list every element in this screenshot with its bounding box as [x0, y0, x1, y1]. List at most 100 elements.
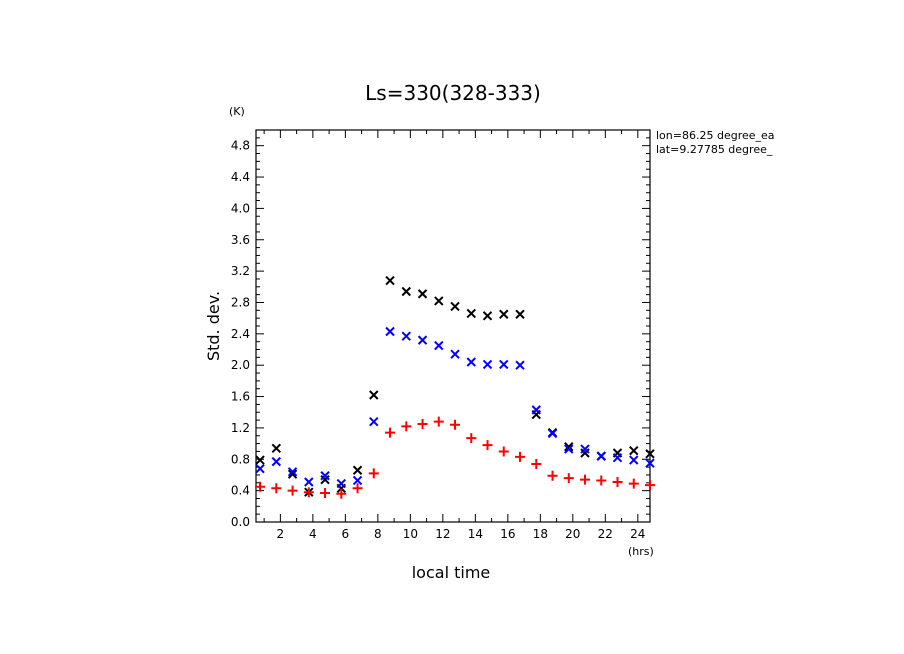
data-point	[303, 487, 314, 498]
data-point	[417, 335, 428, 345]
data-point	[352, 475, 363, 486]
data-point	[287, 469, 298, 479]
data-point	[271, 443, 282, 454]
data-point	[498, 446, 509, 457]
series-2	[255, 416, 655, 499]
data-point	[417, 419, 428, 429]
data-point	[368, 468, 379, 479]
x-axis-unit: (hrs)	[628, 545, 654, 558]
data-point	[547, 470, 558, 481]
data-point	[596, 451, 606, 461]
data-point	[336, 488, 347, 499]
data-point	[401, 421, 412, 432]
y-tick-label: 2.4	[231, 327, 250, 341]
data-point	[287, 485, 298, 496]
data-point	[401, 331, 411, 341]
y-tick-label: 0.4	[231, 484, 250, 498]
data-point	[645, 458, 655, 468]
data-point	[369, 390, 379, 400]
data-point	[466, 308, 476, 319]
y-tick-label: 3.2	[231, 264, 250, 278]
x-tick-label: 14	[468, 527, 483, 541]
x-tick-label: 2	[277, 527, 285, 541]
y-tick-label: 2.0	[231, 358, 250, 372]
data-point	[580, 444, 590, 454]
x-tick-label: 10	[403, 527, 418, 541]
annotation-lon: lon=86.25 degree_ea	[656, 129, 775, 142]
y-tick-label: 4.8	[231, 139, 250, 153]
data-point	[271, 483, 282, 494]
data-point	[450, 301, 460, 312]
x-tick-label: 8	[374, 527, 382, 541]
data-point	[645, 480, 655, 491]
axis-tick-labels: 2 4 6 8 10 12 14 16 18 20 22 240.00.40.81.21.62.02.…	[231, 139, 646, 541]
plot-frame	[255, 129, 651, 523]
data-point	[385, 275, 395, 286]
data-point	[645, 449, 655, 459]
data-point	[433, 416, 444, 427]
y-tick-label: 0.0	[231, 515, 250, 529]
x-tick-label: 18	[533, 527, 548, 541]
data-point	[629, 445, 639, 456]
data-markers	[255, 275, 655, 499]
y-tick-label: 0.8	[231, 452, 250, 466]
data-point	[466, 357, 476, 367]
data-point	[320, 471, 330, 481]
data-point	[612, 453, 623, 463]
data-point	[612, 477, 623, 488]
y-tick-label: 3.6	[231, 233, 250, 247]
data-point	[434, 296, 444, 306]
x-tick-label: 4	[309, 527, 317, 541]
data-point	[450, 349, 460, 359]
x-tick-label: 22	[598, 527, 613, 541]
data-point	[515, 451, 526, 462]
data-point	[531, 458, 542, 469]
data-point	[515, 360, 525, 370]
data-point	[352, 465, 363, 475]
annotation-lat: lat=9.27785 degree_	[656, 143, 773, 156]
series-0	[255, 275, 655, 497]
data-point	[320, 487, 331, 498]
y-tick-label: 1.2	[231, 421, 250, 435]
y-tick-label: 1.6	[231, 390, 250, 404]
y-tick-label: 2.8	[231, 295, 250, 309]
data-point	[255, 463, 265, 474]
data-point	[580, 474, 591, 485]
data-point	[482, 311, 493, 321]
x-axis-label: local time	[412, 563, 491, 582]
x-tick-label: 20	[565, 527, 580, 541]
data-point	[629, 455, 639, 465]
data-point	[417, 289, 428, 299]
data-point	[564, 444, 574, 454]
data-point	[482, 440, 493, 451]
data-point	[385, 427, 396, 438]
data-point	[547, 428, 558, 439]
data-point	[564, 442, 574, 452]
data-point	[369, 416, 379, 427]
data-point	[628, 478, 639, 489]
data-point	[499, 359, 509, 370]
y-axis-label: Std. dev.	[204, 291, 223, 361]
y-axis-unit: (K)	[229, 105, 245, 118]
data-point	[271, 456, 282, 467]
data-point	[499, 309, 509, 319]
plot-border	[255, 129, 651, 523]
chart-title: Ls=330(328-333)	[365, 81, 541, 105]
data-point	[596, 475, 607, 486]
data-point	[304, 477, 314, 487]
series-1	[255, 326, 655, 489]
data-point	[466, 433, 477, 444]
y-tick-label: 4.0	[231, 201, 250, 215]
y-tick-label: 4.4	[231, 170, 250, 184]
x-tick-label: 16	[500, 527, 515, 541]
data-point	[255, 481, 266, 492]
data-point	[434, 340, 444, 351]
axis-ticks	[256, 129, 650, 523]
data-point	[563, 473, 574, 484]
data-point	[336, 478, 347, 489]
data-point	[401, 286, 411, 297]
data-point	[531, 405, 541, 415]
x-tick-label: 12	[435, 527, 450, 541]
x-tick-label: 24	[630, 527, 645, 541]
